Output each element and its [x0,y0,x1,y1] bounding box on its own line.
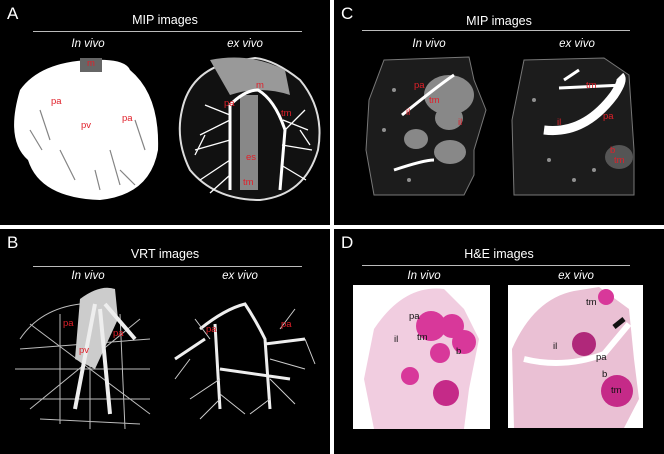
title-rule [33,266,302,267]
panel-title: VRT images [130,247,200,261]
label: tm [614,155,625,166]
label: tm [586,80,597,91]
col-ex-vivo: ex vivo [559,38,595,50]
label: pa [122,113,133,124]
label: il [458,117,463,128]
label: tm [243,177,254,188]
label: il [394,334,399,345]
label: pa [603,111,614,122]
label: tm [281,108,292,119]
label: pa [414,80,425,91]
label: tm [611,385,622,396]
label: pa [409,311,420,322]
col-in-vivo: In vivo [71,270,105,282]
label: pa [281,319,292,330]
panel-title: MIP images [466,14,532,28]
label: pv [81,120,92,131]
label: pv [79,345,90,356]
panel-letter: D [341,233,354,252]
label: tm [586,297,597,308]
label: tm [417,332,428,343]
label: pa [63,318,74,329]
col-ex-vivo: ex vivo [227,38,263,50]
col-in-vivo: In vivo [71,38,105,50]
panel-a: A MIP images In vivo ex vivo m pa pv pa … [0,0,330,225]
title-rule [33,31,302,32]
col-in-vivo: In vivo [412,38,446,50]
label: es [246,152,257,163]
label: pa [113,328,124,339]
panel-title: MIP images [132,13,198,27]
label: b [456,346,462,357]
title-rule [362,30,630,31]
label: b [602,369,608,380]
label: il [553,341,558,352]
label: il [557,117,562,128]
label: m [87,58,95,69]
label: b [610,145,616,156]
mip-ct-images [365,56,635,196]
panel-b: B VRT images In vivo ex vivo pa pa pv pa… [0,229,330,454]
label: pa [224,98,235,109]
col-ex-vivo: ex vivo [558,270,594,282]
label: pa [206,324,217,335]
label: tm [429,95,440,106]
col-ex-vivo: ex vivo [222,270,258,282]
label: m [256,80,264,91]
label: il [406,107,411,118]
he-histology-images [353,285,643,429]
mip-vessel-images [14,56,321,202]
panel-letter: C [341,4,354,23]
col-in-vivo: In vivo [407,270,441,282]
title-rule [362,265,630,266]
panel-d: D H&E images In vivo ex vivo pa il tm b … [334,229,664,454]
panel-letter: B [7,233,19,252]
label: pa [51,96,62,107]
panel-letter: A [7,4,19,23]
label: pa [596,352,607,363]
panel-c: C MIP images In vivo ex vivo pa tm il il… [334,0,664,225]
vrt-vessel-images [15,287,316,430]
panel-title: H&E images [464,247,534,261]
